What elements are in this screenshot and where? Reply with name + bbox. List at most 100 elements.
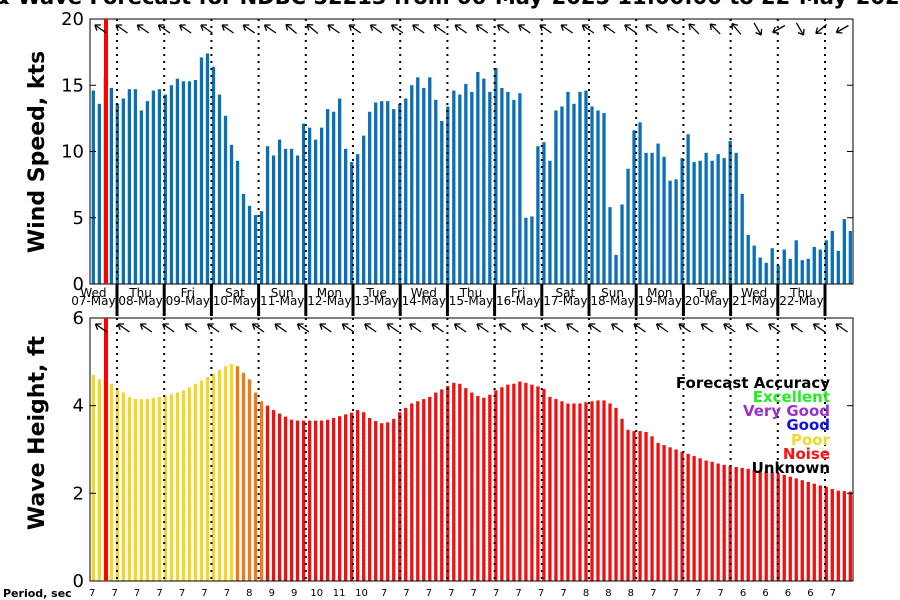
bar (368, 417, 372, 581)
arrow-head (242, 24, 250, 31)
bar (416, 401, 420, 581)
arrow-shaft (369, 24, 383, 34)
bar (536, 146, 540, 284)
bar (782, 249, 786, 284)
bar (368, 111, 372, 284)
date-label: 09-May (166, 294, 210, 308)
bar (710, 461, 714, 581)
bar (824, 486, 828, 581)
arrow-shaft (200, 24, 213, 34)
bar (374, 421, 378, 581)
legend-unknown: Unknown (752, 459, 830, 477)
arrow-shaft (391, 24, 404, 34)
arrow-head (386, 323, 394, 330)
arrow-head (496, 24, 504, 31)
bar (157, 396, 162, 581)
bar (584, 402, 588, 581)
legend-excellent: Excellent (753, 388, 830, 406)
bar (596, 400, 600, 581)
arrow-head (768, 323, 775, 330)
direction-arrow (296, 323, 310, 333)
arrow-shaft (454, 24, 468, 34)
bar (686, 134, 690, 284)
bar (830, 488, 834, 581)
arrow-head (539, 24, 547, 31)
bar (277, 413, 282, 581)
bar (145, 399, 150, 581)
date-label: 12-May (307, 294, 351, 308)
bar (746, 234, 750, 284)
direction-arrow (454, 24, 468, 34)
arrow-head (139, 323, 147, 330)
date-label: 08-May (118, 294, 162, 308)
bar (247, 379, 252, 581)
period-row: 7 7 7 7 7 7 7 8 9 9 10 11 10 7 7 7 7 7 7 7 7 7 8 8 8 7 7 7 7 6 6 6 6 7 (89, 588, 836, 599)
bar (332, 417, 336, 581)
day-label: Mon (647, 286, 672, 300)
period-value: 7 (224, 588, 230, 599)
bar (818, 249, 822, 284)
arrow-shaft (386, 323, 400, 333)
arrow-head (454, 24, 462, 31)
bar (97, 379, 101, 581)
bar (121, 98, 126, 284)
bar (848, 231, 852, 284)
bar (500, 387, 504, 581)
bar (169, 394, 174, 581)
arrow-head (453, 323, 461, 330)
direction-arrow (433, 24, 446, 34)
bar (422, 399, 426, 581)
bar (608, 207, 612, 284)
bar (283, 148, 288, 284)
arrow-shaft (835, 323, 848, 333)
arrow-head (815, 27, 822, 35)
arrow-shaft (158, 24, 171, 34)
period-value: 8 (628, 588, 634, 599)
direction-arrow (94, 24, 107, 34)
bar (145, 101, 150, 285)
direction-arrow (157, 24, 171, 34)
arrow-head (251, 323, 259, 330)
arrow-shaft (476, 323, 489, 333)
direction-arrow (602, 24, 616, 34)
bar (217, 369, 222, 581)
date-label: 13-May (354, 294, 398, 308)
direction-arrow (341, 323, 355, 333)
bar (115, 103, 120, 284)
bar (764, 262, 768, 284)
period-value: 6 (762, 588, 768, 599)
legend-noise: Noise (783, 445, 830, 463)
bar (265, 146, 270, 284)
bar (698, 458, 702, 581)
direction-arrow (386, 323, 400, 333)
day-label: Sat (225, 286, 245, 300)
arrow-shaft (409, 323, 422, 333)
bar (446, 385, 450, 581)
forecast-accuracy-legend: Forecast Accuracy Excellent Very Good Go… (676, 374, 831, 477)
bar (428, 77, 432, 284)
direction-arrow (688, 23, 700, 35)
day-label: Wed (411, 286, 437, 300)
direction-arrow (835, 323, 848, 333)
wind-y-axis-label: Wind Speed, kts (25, 51, 50, 253)
arrow-shaft (709, 23, 721, 35)
bar (283, 416, 288, 582)
direction-arrow (364, 323, 377, 333)
period-value: 7 (515, 588, 521, 599)
bar (199, 57, 204, 284)
period-value: 7 (695, 588, 701, 599)
bar (812, 483, 816, 581)
period-value: 8 (246, 588, 252, 599)
period-value: 7 (403, 588, 409, 599)
bar (440, 389, 444, 581)
arrow-head (700, 323, 708, 330)
period-value: 7 (426, 588, 432, 599)
direction-arrow (723, 323, 736, 333)
bar (253, 392, 258, 581)
arrow-shaft (723, 323, 736, 333)
arrow-shaft (319, 323, 332, 333)
bar (476, 396, 480, 581)
direction-arrow (518, 24, 531, 34)
direction-arrow (94, 323, 108, 333)
direction-arrow (207, 323, 220, 333)
